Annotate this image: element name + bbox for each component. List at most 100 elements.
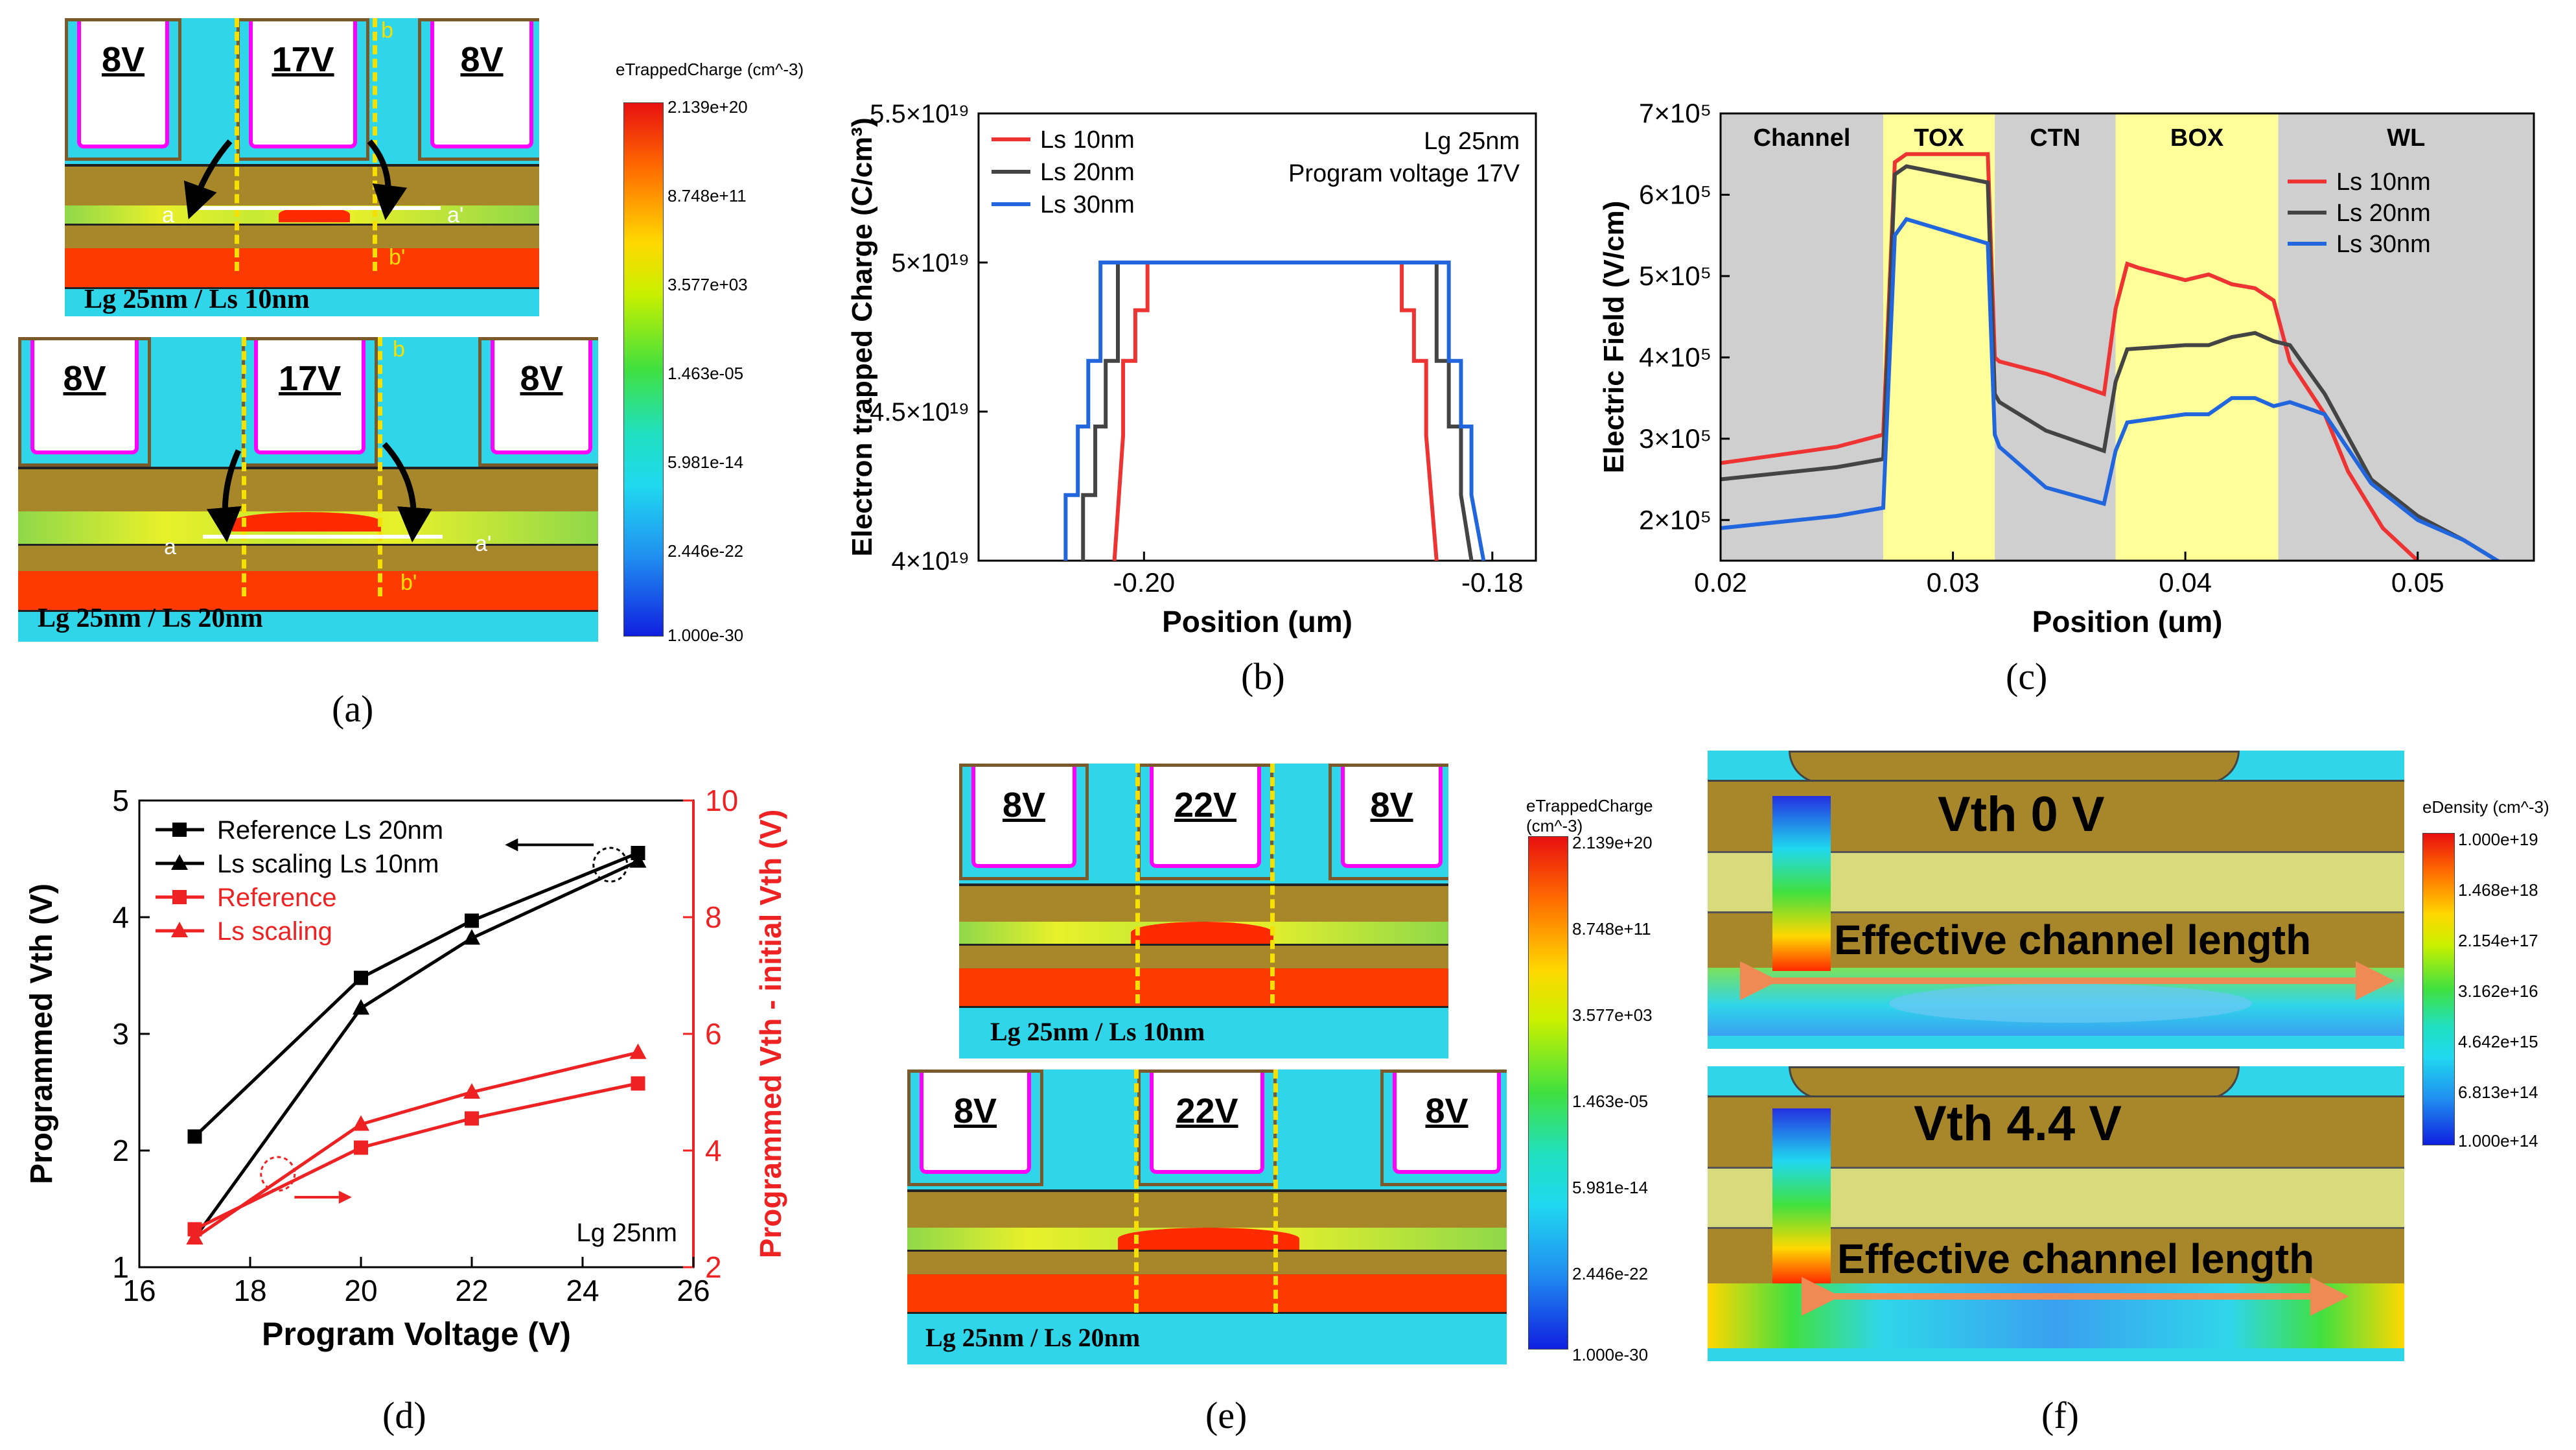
plot-frame [977, 112, 1537, 562]
gate-voltage: 17V [278, 359, 342, 398]
series-line-reference-ls-20nm [193, 851, 639, 1138]
y2-tick-label: 4 [705, 1134, 722, 1167]
colorbar-tick: 1.463e-05 [667, 364, 744, 383]
y-axis-label: Electric Field (V/cm) [1598, 201, 1630, 474]
region-label: TOX [1914, 124, 1964, 152]
data-point [186, 1229, 203, 1245]
panel-e: 8V 22V 8V Lg 25nm / Ls 10nm 8V 22V 8V Lg… [894, 758, 1698, 1381]
legend-label: Reference Ls 20nm [217, 816, 443, 845]
region-label: BOX [2170, 124, 2224, 152]
colorbar-tick: 3.162e+16 [2458, 981, 2538, 1001]
legend-label: Ls 20nm [2336, 200, 2431, 227]
colorbar-ticks: 2.139e+20 8.748e+11 3.577e+03 1.463e-05 … [1572, 833, 1695, 1364]
y-axis-label: Programmed Vth (V) [25, 883, 59, 1184]
x-tick-label: 0.02 [1694, 567, 1747, 598]
series-line-ls-scaling [194, 1051, 639, 1240]
y-tick-label: 4×10⁵ [1639, 342, 1712, 372]
data-point [353, 999, 369, 1015]
colorbar-tick: 4.642e+15 [2458, 1032, 2538, 1051]
mark-b-prime: b' [400, 570, 417, 595]
y2-axis-label: Programmed Vth - initial Vth (V) [754, 810, 787, 1259]
x-tick-label: 24 [566, 1274, 599, 1307]
annotation: Lg 25nm [576, 1219, 677, 1247]
sim-label: Lg 25nm / Ls 10nm [990, 1017, 1205, 1046]
x-tick-label: 18 [233, 1274, 266, 1307]
effective-channel-length: Effective channel length [1834, 917, 2312, 963]
series-line-reference [194, 1082, 639, 1231]
y2-tick-label: 6 [705, 1017, 722, 1051]
tcad-map-a-bottom: 8V 17V 8V a a' b b' Lg 25nm / Ls 20nm [18, 337, 598, 642]
y2-tick-label: 8 [705, 900, 722, 934]
series-line-ls-30nm [1721, 216, 2501, 561]
y-tick-label: 3×10⁵ [1639, 423, 1712, 454]
colorbar-tick: 2.139e+20 [1572, 833, 1653, 852]
colorbar [1528, 836, 1568, 1350]
region-ctn [1995, 113, 2116, 561]
colorbar-tick: 8.748e+11 [667, 186, 747, 205]
gate-voltage: 17V [272, 40, 334, 79]
plot-frame [1719, 112, 2535, 562]
data-point [629, 852, 647, 868]
series-line-ls-10nm [1721, 152, 2419, 561]
x-tick-label: 16 [122, 1274, 156, 1307]
y-tick-label: 4 [112, 900, 129, 934]
legend-label: Ls scaling [217, 917, 332, 946]
x-tick-label: 20 [344, 1274, 377, 1307]
legend-label: Ls 30nm [1040, 191, 1135, 218]
gate-voltage: 22V [1176, 1092, 1238, 1130]
axis-indicator-arrowhead [338, 1191, 352, 1204]
annotation: Program voltage 17V [1288, 160, 1520, 187]
colorbar-tick: 1.468e+18 [2458, 880, 2538, 900]
data-point [629, 1043, 647, 1059]
chart-b: 4×10¹⁹ 4.5×10¹⁹ 5×10¹⁹ 5.5×10¹⁹ -0.20 -0.18 Po… [846, 100, 1537, 638]
gate-voltage: 8V [1002, 786, 1046, 824]
tcad-map-e-top: 8V 22V 8V Lg 25nm / Ls 10nm [959, 764, 1448, 1058]
region-box [2115, 113, 2279, 561]
gate-voltage: 8V [101, 40, 145, 79]
mark-b: b [381, 18, 393, 43]
legend-label: Ls 10nm [1040, 126, 1135, 154]
legend-label: Reference [217, 883, 337, 912]
mark-a: a [164, 535, 176, 559]
colorbar-tick: 1.000e+19 [2458, 830, 2538, 849]
caption-b: (b) [1241, 655, 1285, 697]
colorbar-tick: 6.813e+14 [2458, 1082, 2538, 1102]
colorbar-tick: 1.463e-05 [1572, 1092, 1649, 1111]
sim-label: Lg 25nm / Ls 20nm [925, 1323, 1141, 1352]
y-tick-label: 5×10⁵ [1639, 261, 1712, 291]
colorbar-tick: 1.000e-30 [1572, 1345, 1649, 1364]
mark-b: b [393, 337, 405, 362]
mark-b-prime: b' [389, 245, 406, 270]
caption-c: (c) [2006, 655, 2048, 697]
panel-a: 8V 17V 8V a a' b b' Lg 25nm / Ls 10nm 8V… [0, 0, 830, 713]
data-point [353, 1115, 369, 1131]
series-line-ls-20nm [1721, 164, 2501, 561]
caption-a: (a) [332, 688, 374, 730]
gate-voltage: 8V [520, 359, 563, 398]
colorbar-tick: 2.446e-22 [1572, 1264, 1649, 1283]
region-label: CTN [2030, 124, 2080, 152]
region-label: Channel [1754, 124, 1851, 152]
y-tick-label: 5×10¹⁹ [891, 249, 969, 277]
x-axis-label: Position (um) [1162, 605, 1352, 638]
caption-f: (f) [2041, 1394, 2079, 1436]
vth-label: Vth 0 V [1938, 787, 2105, 842]
colorbar-tick: 3.577e+03 [667, 275, 748, 294]
x-tick-label: -0.20 [1113, 567, 1175, 598]
annotation: Lg 25nm [1424, 128, 1520, 155]
chart-c: Channel TOX CTN BOX WL 2×10⁵ 3×10⁵ 4×10⁵ 5×10⁵ 6×… [1598, 98, 2535, 638]
y-tick-label: 4×10¹⁹ [891, 547, 969, 576]
data-point [465, 913, 479, 928]
y-tick-label: 3 [112, 1017, 129, 1051]
colorbar-title: eTrappedCharge (cm^-3) [1526, 796, 1653, 836]
panel-f: Vth 0 V Effective channel length Vth 4.4… [1704, 745, 2576, 1381]
colorbar-tick: 1.000e-30 [667, 626, 744, 645]
axis-indicator-arrowhead [505, 838, 518, 852]
x-tick-label: 26 [677, 1274, 710, 1307]
effective-channel-length: Effective channel length [1837, 1235, 2315, 1282]
gate-voltage: 8V [1425, 1092, 1468, 1130]
legend-label: Ls 20nm [1040, 159, 1135, 186]
colorbar-tick: 1.000e+14 [2458, 1131, 2538, 1151]
axis-indicator-circle [260, 1156, 296, 1192]
